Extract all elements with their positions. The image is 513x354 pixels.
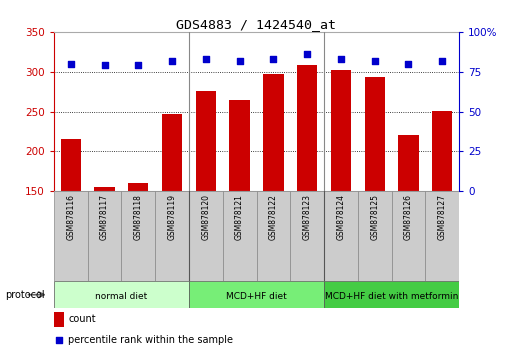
Point	[404, 61, 412, 67]
Text: GSM878121: GSM878121	[235, 194, 244, 240]
Bar	[263, 74, 284, 191]
Bar	[61, 139, 81, 191]
Point	[337, 56, 345, 62]
Text: MCD+HF diet: MCD+HF diet	[226, 292, 287, 301]
Point	[67, 61, 75, 67]
Bar	[94, 187, 114, 191]
Point	[269, 56, 278, 62]
Title: GDS4883 / 1424540_at: GDS4883 / 1424540_at	[176, 18, 337, 31]
FancyBboxPatch shape	[155, 191, 189, 281]
Text: GSM878124: GSM878124	[337, 194, 345, 240]
FancyBboxPatch shape	[88, 191, 122, 281]
Bar	[229, 99, 250, 191]
FancyBboxPatch shape	[54, 281, 189, 308]
Bar	[398, 135, 419, 191]
Point	[202, 56, 210, 62]
Point	[303, 51, 311, 57]
Point	[101, 62, 109, 68]
Point	[134, 62, 143, 68]
Bar	[162, 114, 182, 191]
FancyBboxPatch shape	[122, 191, 155, 281]
Bar	[128, 183, 148, 191]
Text: normal diet: normal diet	[95, 292, 148, 301]
Bar	[365, 77, 385, 191]
FancyBboxPatch shape	[324, 281, 459, 308]
FancyBboxPatch shape	[358, 191, 391, 281]
Text: MCD+HF diet with metformin: MCD+HF diet with metformin	[325, 292, 458, 301]
Point	[438, 58, 446, 63]
FancyBboxPatch shape	[324, 191, 358, 281]
Text: GSM878122: GSM878122	[269, 194, 278, 240]
FancyBboxPatch shape	[425, 191, 459, 281]
FancyBboxPatch shape	[290, 191, 324, 281]
Text: GSM878120: GSM878120	[201, 194, 210, 240]
FancyBboxPatch shape	[223, 191, 256, 281]
Bar	[297, 65, 317, 191]
Text: GSM878127: GSM878127	[438, 194, 447, 240]
FancyBboxPatch shape	[391, 191, 425, 281]
Point	[54, 337, 63, 343]
Text: count: count	[68, 314, 95, 325]
Point	[235, 58, 244, 63]
FancyBboxPatch shape	[189, 281, 324, 308]
Point	[370, 58, 379, 63]
Text: GSM878118: GSM878118	[134, 194, 143, 240]
Text: protocol: protocol	[5, 290, 45, 300]
Bar	[432, 111, 452, 191]
Text: GSM878119: GSM878119	[168, 194, 176, 240]
Text: percentile rank within the sample: percentile rank within the sample	[68, 335, 233, 345]
Text: GSM878116: GSM878116	[66, 194, 75, 240]
FancyBboxPatch shape	[189, 191, 223, 281]
Text: GSM878126: GSM878126	[404, 194, 413, 240]
Text: GSM878125: GSM878125	[370, 194, 379, 240]
Bar	[54, 312, 64, 327]
FancyBboxPatch shape	[256, 191, 290, 281]
FancyBboxPatch shape	[54, 191, 88, 281]
Text: GSM878117: GSM878117	[100, 194, 109, 240]
Bar	[195, 91, 216, 191]
Point	[168, 58, 176, 63]
Bar	[331, 70, 351, 191]
Text: GSM878123: GSM878123	[303, 194, 312, 240]
